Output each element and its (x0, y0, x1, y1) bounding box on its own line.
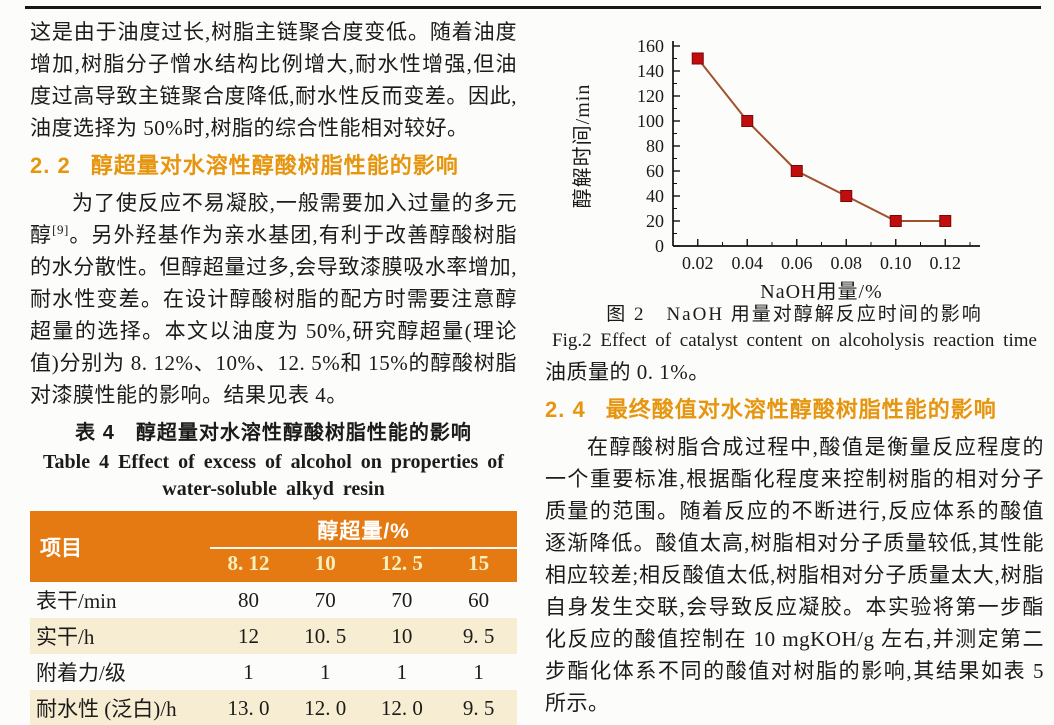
data-point (840, 190, 853, 202)
series-line (696, 57, 946, 222)
table4-body: 表干/min 80 70 70 60 实干/h 12 10. 5 10 9. 5 附着力/级 1 1 1 1… (30, 582, 517, 725)
table4-caption-en-line1: Table 4 Effect of excess of alcohol on p… (43, 451, 504, 473)
cell-value: 9. 5 (462, 695, 495, 720)
cell-value: 80 (238, 587, 260, 612)
cell-value: 9. 5 (462, 623, 495, 648)
table4-caption: 表 4 醇超量对水溶性醇酸树脂性能的影响 Table 4 Effect of e… (30, 419, 517, 503)
y-tick-label: 120 (637, 86, 664, 106)
y-tick-label: 60 (646, 161, 664, 181)
row-label: 表干/min (36, 589, 117, 613)
table4-column-header: 15 (468, 551, 490, 575)
table4-caption-en-line2: water-soluble alkyd resin (162, 478, 385, 500)
table4-caption-zh: 表 4 醇超量对水溶性醇酸树脂性能的影响 (75, 422, 472, 444)
cell-value: 10 (391, 623, 413, 648)
figure2-caption: 图 2 NaOH 用量对醇解反应时间的影响 Fig.2 Effect of ca… (545, 302, 1044, 354)
paragraph-alcohol-excess: 为了使反应不易凝胶,一般需要加入过量的多元醇[9]。另外羟基作为亲水基团,有利于… (30, 187, 517, 411)
table-row: 附着力/级 1 1 1 1 (30, 654, 517, 690)
table4-column-header: 12. 5 (380, 551, 423, 575)
table-row: 实干/h 12 10. 5 10 9. 5 (30, 618, 517, 654)
table4-header-item: 项目 (40, 536, 82, 560)
paragraph-text: 为了使反应不易凝胶,一般需要加入过量的多元醇 (30, 191, 517, 247)
x-axis-title: NaOH用量/% (760, 281, 882, 300)
y-tick-label: 0 (655, 236, 664, 256)
row-label: 附着力/级 (36, 661, 126, 685)
paragraph-text: 。另外羟基作为亲水基团,有利于改善醇酸树脂的水分散性。但醇超量过多,会导致漆膜吸… (30, 223, 518, 407)
cell-value: 1 (243, 659, 254, 684)
section-title: 醇超量对水溶性醇酸树脂性能的影响 (90, 153, 459, 178)
page-top-rule (25, 6, 1041, 9)
x-tick-label: 0.12 (930, 253, 962, 273)
table4-caption-en: Table 4 Effect of excess of alcohol on p… (30, 449, 517, 503)
table4-header-row-2: 8. 12 10 12. 5 15 (30, 548, 517, 582)
section-heading-2-4: 2. 4 最终酸值对水溶性醇酸树脂性能的影响 (545, 395, 1044, 425)
data-point (741, 115, 754, 127)
x-tick-label: 0.04 (732, 253, 764, 273)
table4-column-header: 8. 12 (227, 551, 270, 575)
data-point (939, 215, 952, 227)
y-tick-label: 100 (637, 111, 664, 131)
cell-value: 10. 5 (304, 623, 347, 648)
table4: 项目 醇超量/% 8. 12 10 12. 5 15 表干/min 80 70 70 60 实干… (30, 511, 517, 725)
cell-value: 70 (314, 587, 336, 612)
x-tick-label: 0.06 (781, 253, 813, 273)
cell-value: 1 (473, 659, 484, 684)
figure2: 0 20 40 60 80 100 120 140 160 0.02 0.04 0.06 0.08 0.1… (545, 16, 1044, 354)
figure2-caption-en: Fig.2 Effect of catalyst content on alco… (552, 330, 1037, 351)
figure2-chart: 0 20 40 60 80 100 120 140 160 0.02 0.04 0.06 0.08 0.1… (571, 36, 980, 300)
table4-column-header: 10 (314, 551, 336, 575)
data-point (790, 165, 803, 177)
table-row: 表干/min 80 70 70 60 (30, 582, 517, 618)
section-number: 2. 2 (30, 153, 71, 178)
table4-header-group: 醇超量/% (210, 511, 517, 549)
right-column: 0 20 40 60 80 100 120 140 160 0.02 0.04 0.06 0.08 0.1… (545, 16, 1044, 719)
x-tick-label: 0.10 (880, 253, 912, 273)
x-tick-label: 0.02 (682, 253, 714, 273)
row-label: 实干/h (36, 625, 95, 649)
table4-header: 项目 醇超量/% 8. 12 10 12. 5 15 (30, 511, 517, 582)
section-title: 最终酸值对水溶性醇酸树脂性能的影响 (605, 397, 997, 422)
cell-value: 70 (391, 587, 413, 612)
cell-value: 12 (238, 623, 260, 648)
y-tick-label: 160 (637, 36, 664, 56)
paragraph-acid-value: 在醇酸树脂合成过程中,酸值是衡量反应程度的一个重要标准,根据酯化程度来控制树脂的… (545, 435, 1044, 715)
paragraph-continuation: 油质量的 0. 1%。 (545, 360, 710, 384)
y-tick-label: 140 (637, 61, 664, 81)
cell-value: 12. 0 (304, 695, 347, 720)
figure2-caption-zh: 图 2 NaOH 用量对醇解反应时间的影响 (606, 304, 983, 325)
x-tick-label: 0.08 (831, 253, 863, 273)
left-column: 这是由于油度过长,树脂主链聚合度变低。随着油度增加,树脂分子憎水结构比例增大,耐… (30, 16, 517, 725)
table-row: 耐水性 (泛白)/h 13. 0 12. 0 12. 0 9. 5 (30, 690, 517, 725)
section-number: 2. 4 (545, 397, 586, 422)
data-point (889, 215, 902, 227)
section-heading-2-2: 2. 2 醇超量对水溶性醇酸树脂性能的影响 (30, 151, 517, 181)
cell-value: 1 (396, 659, 408, 684)
row-label: 耐水性 (泛白)/h (36, 697, 177, 721)
cell-value: 13. 0 (227, 695, 270, 720)
citation-ref-9: [9] (52, 222, 69, 237)
y-tick-label: 80 (646, 136, 664, 156)
cell-value: 1 (319, 659, 331, 684)
cell-value: 60 (468, 587, 490, 612)
data-point (691, 52, 704, 65)
paragraph-oil-length-conclusion: 这是由于油度过长,树脂主链聚合度变低。随着油度增加,树脂分子憎水结构比例增大,耐… (30, 20, 517, 140)
table4-header-row-1: 项目 醇超量/% (30, 511, 517, 560)
y-axis-title: 醇解时间/min (571, 84, 594, 209)
cell-value: 12. 0 (380, 695, 423, 720)
y-tick-label: 40 (646, 186, 664, 206)
y-tick-label: 20 (646, 211, 664, 231)
